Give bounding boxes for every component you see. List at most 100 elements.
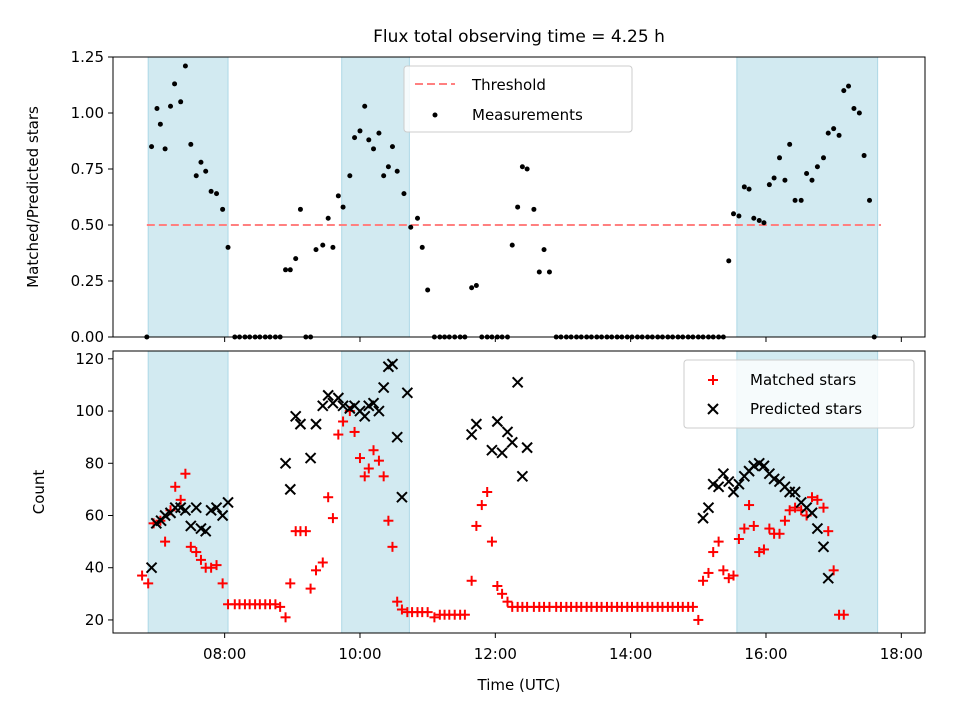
legend-measurements-label: Measurements [472,106,583,124]
top-panel: 0.00 0.25 0.50 0.75 1.00 1.25 Matched/Predict… [24,48,926,346]
predicted-star-point [216,509,229,522]
matched-star-point [718,565,729,576]
measurement-point [861,153,867,159]
matched-star-point [338,416,349,427]
matched-star-point [349,426,360,437]
bottom-y-tick-label: 40 [85,559,104,577]
measurement-point [297,206,303,212]
measurement-point [168,103,174,109]
top-y-tick-label: 0.75 [71,160,104,178]
measurement-point [389,144,395,150]
top-y-tick-label: 0.00 [71,328,104,346]
matched-star-point [217,578,228,589]
matched-star-point [739,523,750,534]
matched-star-point [160,536,171,547]
measurement-point [756,218,762,224]
matched-star-point [758,544,769,555]
predicted-star-point [733,478,745,490]
matched-star-point [378,471,389,482]
measurement-point [726,258,732,264]
measurement-point [524,166,530,172]
matched-star-point [137,570,148,581]
measurement-point [851,106,857,112]
top-legend-box [403,65,633,133]
matched-star-point [191,547,202,558]
top-y-tick-label: 1.00 [71,104,104,122]
predicted-star-point [470,418,483,430]
measurement-point [376,130,382,136]
matched-star-point [812,494,823,505]
bottom-x-tick-label: 18:00 [880,645,923,663]
predicted-star-point [506,436,518,449]
measurement-point [178,99,184,105]
measurement-point [381,173,387,179]
measurement-point [825,130,831,136]
matched-star-point [471,520,482,531]
top-y-tick-label: 0.50 [71,216,104,234]
matched-star-point [818,502,829,513]
bottom-y-axis-label: Count [30,470,48,515]
bottom-y-tick-label: 120 [75,350,104,368]
matched-star-point [285,578,296,589]
measurement-point [347,173,353,179]
predicted-star-point [145,562,158,574]
matched-star-point [698,575,709,586]
matched-star-point [492,581,503,591]
matched-star-point [459,609,470,620]
predicted-star-point [322,389,334,402]
measurement-point [798,197,804,203]
measurement-point [519,164,525,170]
measurement-point [741,184,747,190]
predicted-star-point [516,470,529,483]
measurement-point [731,211,737,217]
measurement-point [751,215,757,221]
matched-star-point [300,526,311,537]
top-legend: Threshold Measurements [403,65,633,133]
measurement-point [761,220,767,226]
predicted-star-point [359,410,371,422]
measurement-point [188,141,194,147]
matched-star-point [806,492,817,503]
predicted-star-point [185,520,197,532]
matched-star-point [327,513,338,524]
matched-star-point [275,601,286,612]
predicted-star-point [190,501,202,514]
predicted-star-point [279,457,292,469]
matched-star-point [422,607,433,618]
matched-star-point [703,567,714,578]
measurement-point [782,177,788,183]
legend-measurements-swatch [432,112,438,118]
legend-predicted-swatch [707,403,719,415]
measurement-point [357,128,363,134]
predicted-star-point [396,491,408,503]
legend-matched-label: Matched stars [750,371,856,389]
measurement-point [225,244,231,250]
predicted-star-point [304,452,317,464]
matched-star-point [708,547,719,558]
measurement-point [362,103,368,109]
matched-star-point [354,453,365,464]
top-shade-band [147,56,229,338]
predicted-star-point [758,460,770,472]
measurement-point [531,206,537,212]
measurement-point [193,173,199,179]
bottom-y-tick-label: 100 [75,402,104,420]
legend-matched-swatch [708,375,718,385]
measurement-point [401,191,407,197]
matched-star-point [211,560,222,571]
matched-star-point [502,596,513,607]
measurement-point [203,168,209,174]
matched-star-point [143,578,154,589]
matched-star-point [713,536,724,547]
measurement-point [536,269,542,275]
measurement-point [821,155,826,161]
measurement-point [541,247,547,253]
matched-star-point [748,520,759,531]
top-y-axis-label: Matched/Predicted stars [24,106,42,288]
measurement-point [804,170,810,176]
matched-star-point [317,557,328,568]
matched-star-point [733,534,744,544]
bottom-legend: Matched stars Predicted stars [683,359,915,429]
matched-star-point [206,562,217,573]
predicted-star-point [723,475,735,488]
